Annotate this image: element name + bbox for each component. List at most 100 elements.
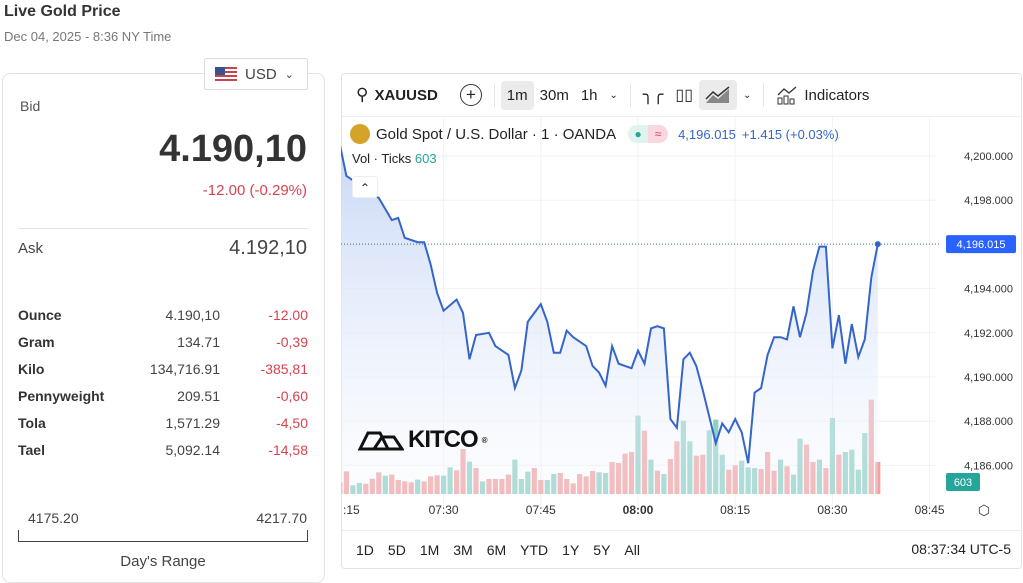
unit-row: Tola 1,571.29 -4,50 bbox=[18, 415, 308, 435]
chevron-down-icon: ⌄ bbox=[609, 89, 618, 101]
range-5y[interactable]: 5Y bbox=[593, 541, 611, 558]
x-tick-label: 08:00 bbox=[623, 503, 654, 517]
price-line bbox=[341, 145, 879, 464]
y-tick-label: 4,190.000 bbox=[964, 372, 1013, 384]
currency-select[interactable]: USD ⌄ bbox=[204, 58, 308, 90]
candlestick-icon: ▯▯ bbox=[675, 87, 693, 104]
range-1y[interactable]: 1Y bbox=[562, 541, 580, 558]
last-volume-tag bbox=[946, 473, 980, 491]
interval-30m[interactable]: 30m bbox=[539, 86, 569, 104]
last-price-dot bbox=[874, 241, 881, 248]
divider bbox=[763, 83, 765, 107]
kitco-logo: KITCO ® bbox=[358, 426, 488, 454]
unit-price: 134,716.91 bbox=[149, 361, 220, 377]
unit-change: -14,58 bbox=[268, 442, 308, 458]
chart-type-dropdown[interactable]: ⌄ bbox=[737, 84, 757, 107]
unit-name: Ounce bbox=[18, 307, 62, 323]
price-chart[interactable]: 4,200.000 4,198.000 4,194.000 4,192.000 4,19… bbox=[341, 117, 1021, 527]
bid-price: 4.190,10 bbox=[159, 128, 307, 170]
bid-label: Bid bbox=[20, 98, 41, 114]
chart-clock: 08:37:34 UTC-5 bbox=[911, 541, 1011, 557]
range-1m[interactable]: 1M bbox=[419, 541, 440, 558]
chevron-up-icon: ⌃ bbox=[359, 181, 371, 195]
indicators-icon bbox=[777, 86, 797, 105]
day-range-low: 4175.20 bbox=[28, 510, 79, 526]
plus-circle-icon: + bbox=[459, 84, 482, 106]
unit-name: Tola bbox=[18, 415, 46, 431]
x-tick-label: 08:30 bbox=[817, 503, 847, 517]
y-tick-label: 4,200.000 bbox=[964, 151, 1013, 163]
unit-name: Tael bbox=[18, 442, 45, 458]
divider bbox=[629, 83, 631, 107]
settings-icon[interactable]: ⬡ bbox=[978, 502, 990, 518]
range-5d[interactable]: 5D bbox=[387, 541, 406, 558]
range-all[interactable]: All bbox=[624, 541, 640, 558]
range-3m[interactable]: 3M bbox=[453, 541, 473, 558]
last-price-tag-label: 4,196.015 bbox=[957, 239, 1006, 251]
legend-change: +1.415 (+0.03%) bbox=[741, 126, 839, 142]
day-range-bar bbox=[18, 530, 308, 542]
unit-name: Kilo bbox=[18, 361, 45, 377]
symbol-search[interactable]: ⚲ XAUUSD bbox=[350, 79, 444, 111]
candle-chart-type-button[interactable]: ▯▯ bbox=[669, 79, 699, 111]
unit-change: -0,39 bbox=[276, 334, 308, 350]
unit-price: 5,092.14 bbox=[165, 442, 221, 458]
unit-row: Gram 134.71 -0,39 bbox=[18, 334, 308, 354]
unit-name: Gram bbox=[18, 334, 55, 350]
volume-label: Vol · Ticks bbox=[352, 151, 412, 166]
chart-toolbar: ⚲ XAUUSD + 1m 30m 1h ⌄ ╮╭ ▯▯ ⌄ Indicator… bbox=[342, 74, 1021, 117]
interval-1m[interactable]: 1m bbox=[500, 80, 534, 110]
area-chart-icon bbox=[705, 86, 730, 103]
last-price-tag bbox=[946, 235, 1016, 254]
day-range-label: Day's Range bbox=[120, 553, 206, 570]
page-title: Live Gold Price bbox=[4, 3, 121, 20]
indicators-button[interactable]: Indicators bbox=[770, 79, 875, 111]
x-tick-label: :15 bbox=[343, 503, 360, 517]
y-tick-label: 4,186.000 bbox=[964, 460, 1013, 472]
search-icon: ⚲ bbox=[356, 85, 369, 104]
compare-button[interactable]: + bbox=[454, 78, 488, 112]
unit-change: -4,50 bbox=[276, 415, 308, 431]
x-tick-label: 07:45 bbox=[526, 503, 556, 517]
area-chart-type-button[interactable] bbox=[699, 80, 737, 110]
volume-legend: Vol · Ticks 603 bbox=[352, 151, 437, 166]
unit-price: 4.190,10 bbox=[165, 307, 221, 323]
unit-change: -12.00 bbox=[268, 307, 308, 323]
instrument-title: Gold Spot / U.S. Dollar · 1 · OANDA bbox=[376, 125, 617, 143]
unit-price: 209.51 bbox=[177, 388, 220, 404]
range-6m[interactable]: 6M bbox=[486, 541, 507, 558]
collapse-legend-button[interactable]: ⌃ bbox=[352, 176, 378, 198]
range-1d[interactable]: 1D bbox=[356, 541, 374, 558]
day-range-high: 4217.70 bbox=[256, 510, 307, 526]
y-tick-label: 4,198.000 bbox=[964, 195, 1013, 207]
bar-chart-type-button[interactable]: ╮╭ bbox=[637, 79, 669, 111]
interval-dropdown[interactable]: ⌄ bbox=[604, 84, 624, 107]
market-open-dot-icon: ● bbox=[628, 125, 649, 143]
unit-price: 134.71 bbox=[177, 334, 220, 350]
symbol-label: XAUUSD bbox=[374, 86, 438, 104]
indicators-label: Indicators bbox=[804, 86, 870, 104]
range-bar: 1D 5D 1M 3M 6M YTD 1Y 5Y All 08:37:34 UT… bbox=[342, 530, 1021, 568]
timestamp: Dec 04, 2025 - 8:36 NY Time bbox=[4, 29, 172, 44]
interval-1h[interactable]: 1h bbox=[580, 86, 598, 104]
price-change: -12.00 (-0.29%) bbox=[202, 182, 307, 199]
legend-price: 4,196.015 bbox=[678, 126, 736, 142]
y-tick-label: 4,188.000 bbox=[964, 416, 1013, 428]
unit-row: Kilo 134,716.91 -385,81 bbox=[18, 361, 308, 381]
unit-change: -0,60 bbox=[276, 388, 308, 404]
unit-change: -385,81 bbox=[260, 361, 308, 377]
volume-value: 603 bbox=[414, 151, 437, 166]
x-tick-label: 08:45 bbox=[915, 503, 945, 517]
gold-coin-icon bbox=[350, 124, 370, 144]
us-flag-icon bbox=[215, 67, 237, 81]
unit-name: Pennyweight bbox=[18, 388, 105, 404]
unit-row: Tael 5,092.14 -14,58 bbox=[18, 442, 308, 462]
range-ytd[interactable]: YTD bbox=[520, 541, 549, 558]
price-area bbox=[341, 150, 878, 494]
chevron-down-icon: ⌄ bbox=[743, 89, 752, 101]
kitco-wordmark: KITCO bbox=[408, 426, 479, 453]
kitco-bars-icon bbox=[358, 431, 404, 451]
market-status-pill: ● ≈ bbox=[628, 125, 669, 143]
divider bbox=[18, 228, 308, 229]
x-tick-label: 07:30 bbox=[429, 503, 459, 517]
